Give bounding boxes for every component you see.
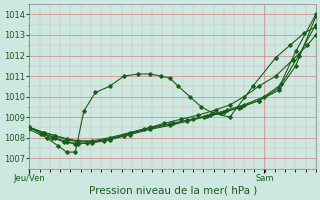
X-axis label: Pression niveau de la mer( hPa ): Pression niveau de la mer( hPa ) bbox=[89, 186, 257, 196]
